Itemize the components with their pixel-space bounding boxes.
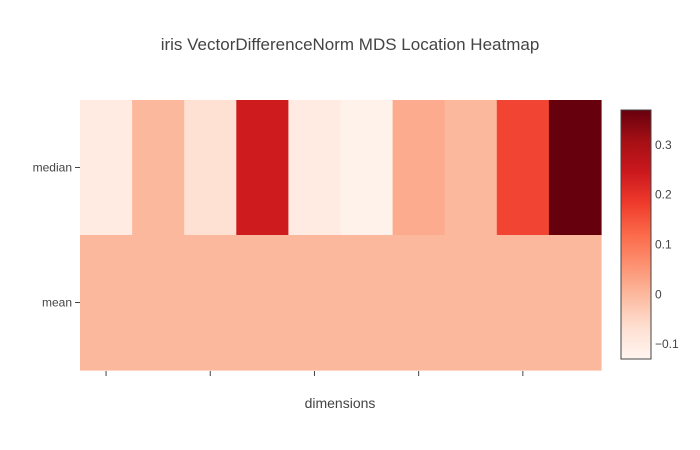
- heatmap-cell: [236, 235, 289, 371]
- heatmap-cell: [132, 100, 185, 236]
- heatmap-cell: [80, 100, 133, 236]
- heatmap-cell: [496, 100, 550, 236]
- heatmap-cell: [340, 100, 394, 236]
- colorbar-tick-label: 0.2: [655, 188, 672, 202]
- colorbar-tick-label: 0: [655, 287, 662, 301]
- x-axis: [105, 371, 524, 376]
- heatmap-cell: [236, 100, 289, 236]
- heatmap-cell: [340, 235, 394, 371]
- heatmap-cell: [392, 100, 446, 236]
- heatmap-cell: [548, 235, 602, 371]
- heatmap-cell: [288, 235, 342, 371]
- heatmap-cell: [132, 235, 185, 371]
- heatmap-cell: [444, 235, 498, 371]
- heatmap-cell: [288, 100, 342, 236]
- colorbar-gradient: [620, 109, 652, 360]
- heatmap-cell: [444, 100, 498, 236]
- chart-title: iris VectorDifferenceNorm MDS Location H…: [161, 35, 540, 54]
- heatmap-cell: [392, 235, 446, 371]
- y-tick-label: mean: [42, 296, 72, 310]
- y-axis: median mean: [33, 161, 80, 310]
- colorbar-tick-label: −0.1: [655, 337, 679, 351]
- heatmap-cell: [496, 235, 550, 371]
- heatmap-cell: [80, 235, 133, 371]
- x-axis-label: dimensions: [305, 395, 376, 411]
- colorbar-tick-label: 0.1: [655, 237, 672, 251]
- heatmap-cells: [80, 100, 602, 371]
- colorbar: −0.1 0 0.1 0.2 0.3: [620, 109, 679, 360]
- y-tick-label: median: [33, 161, 72, 175]
- colorbar-tick-label: 0.3: [655, 138, 672, 152]
- heatmap-cell: [184, 235, 237, 371]
- heatmap-cell: [184, 100, 237, 236]
- heatmap-cell: [548, 100, 602, 236]
